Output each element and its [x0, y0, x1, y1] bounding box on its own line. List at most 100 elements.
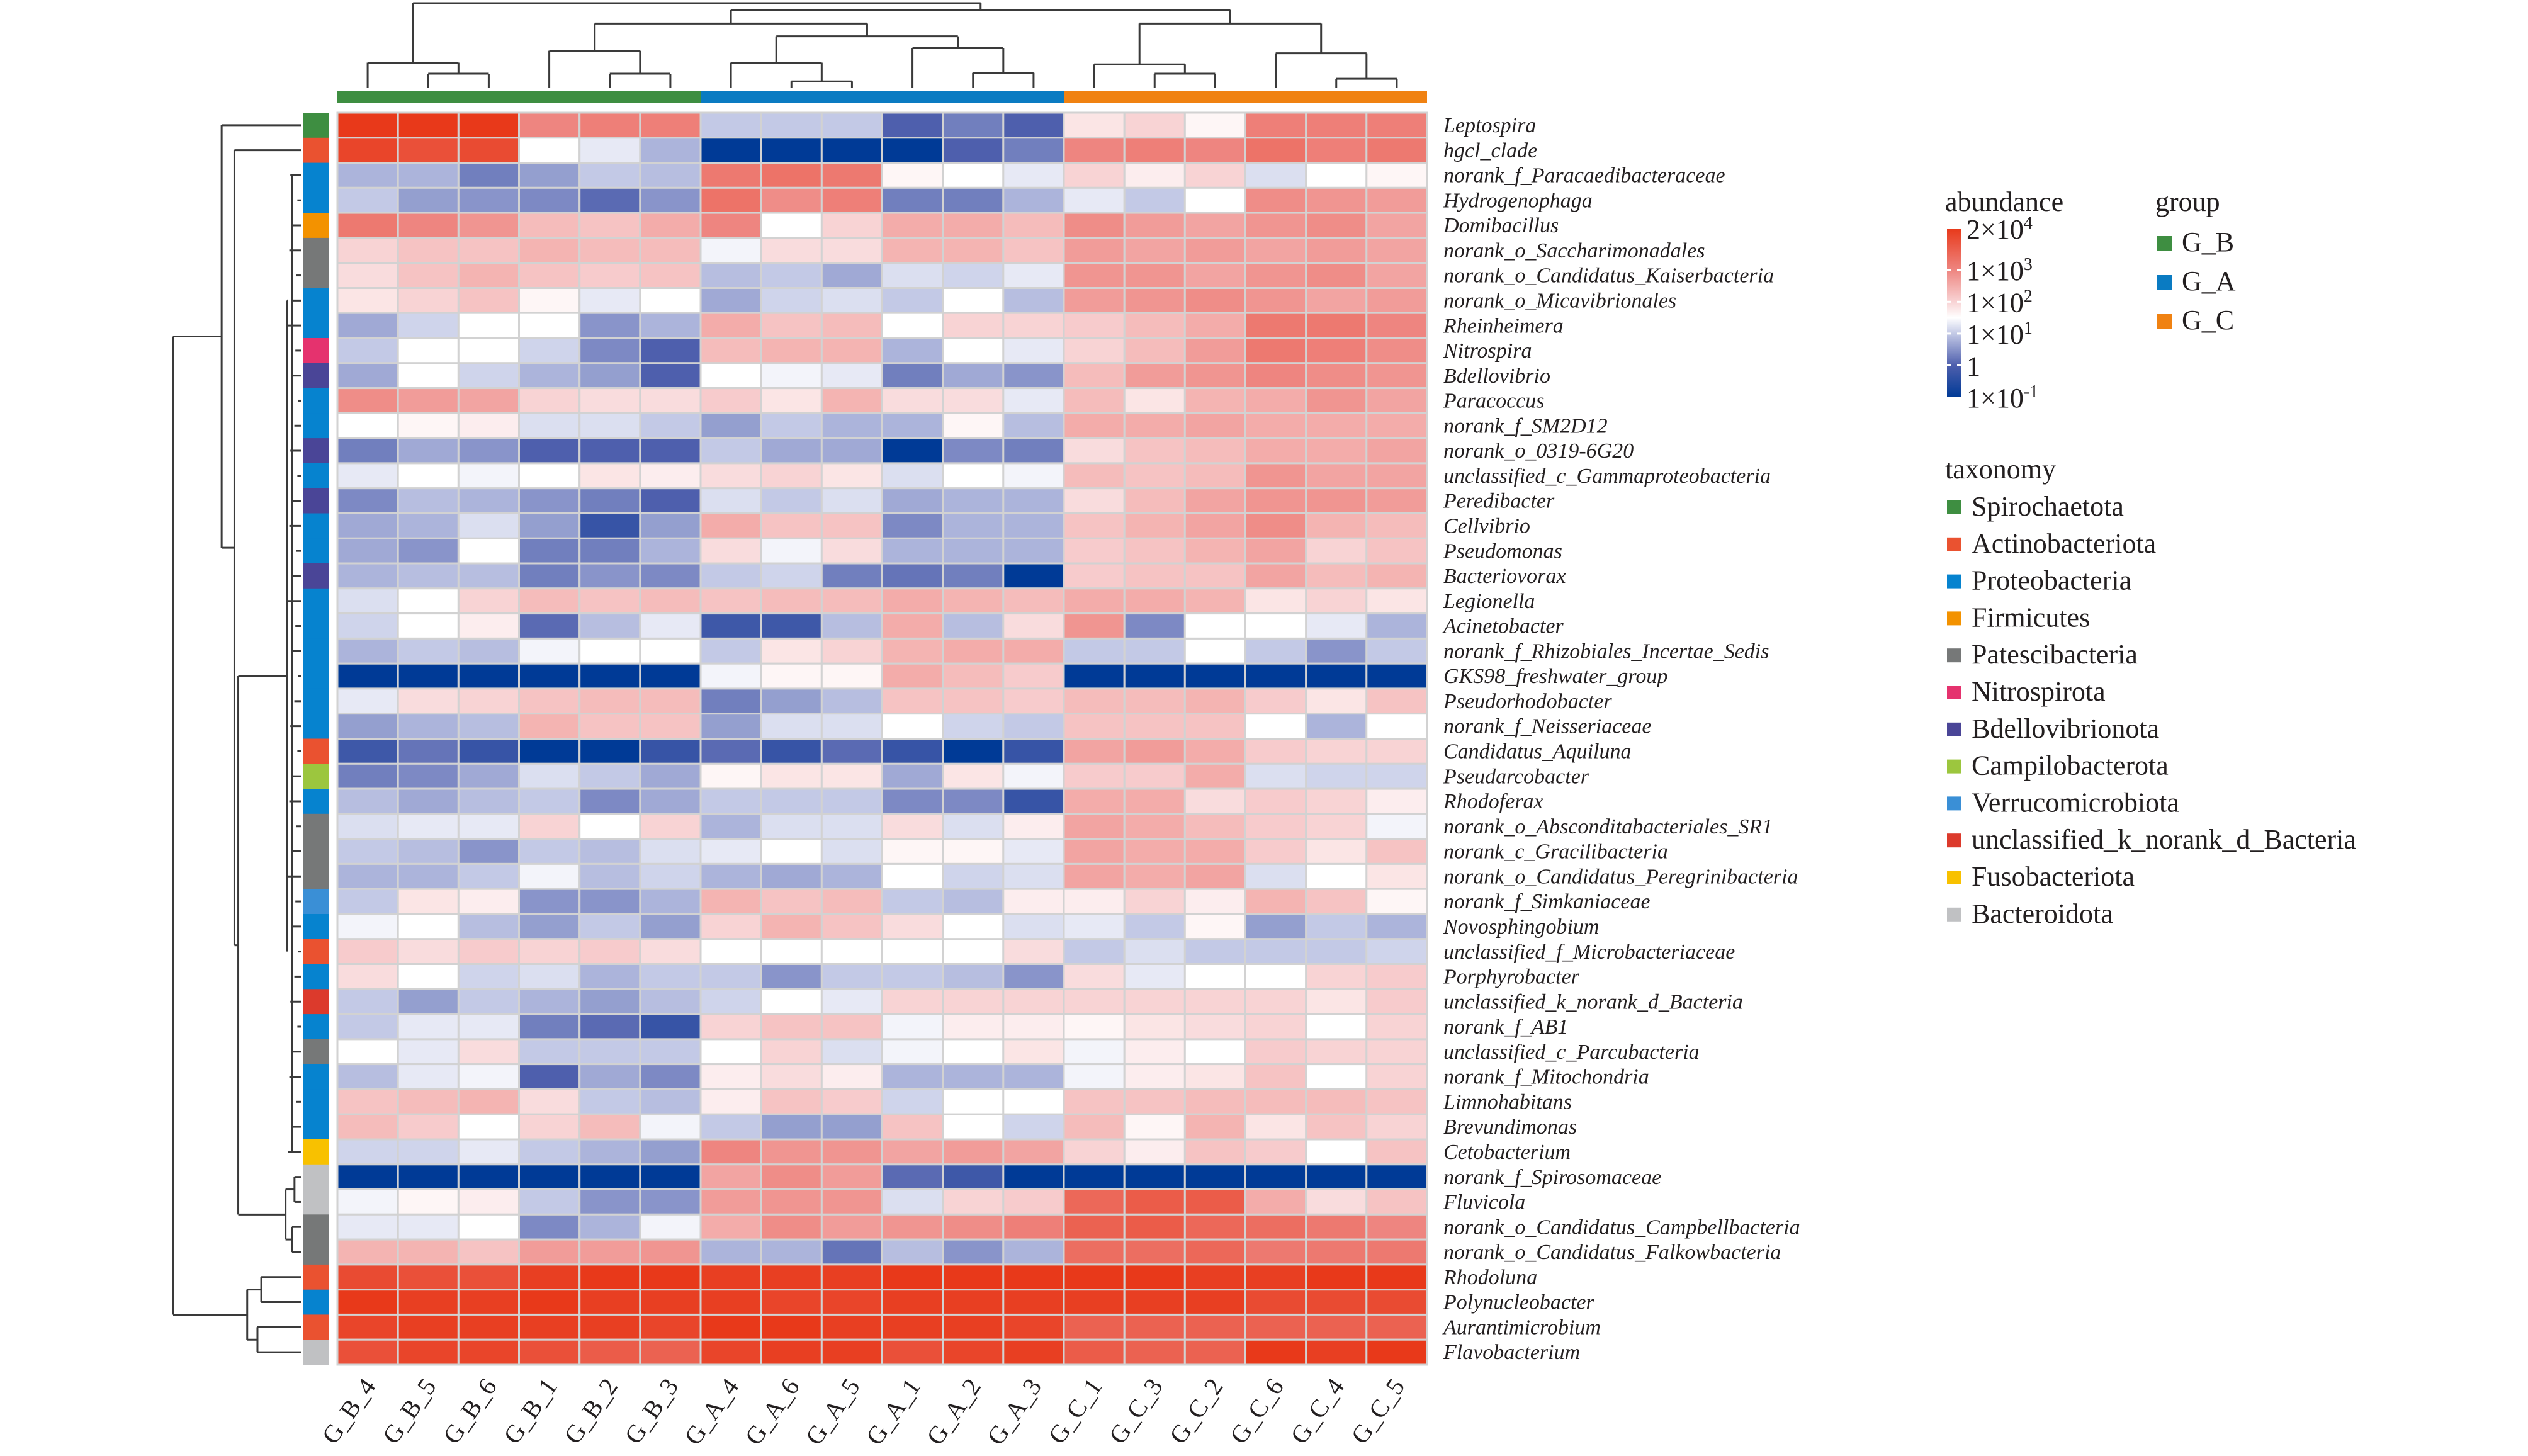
taxonomy-legend-title: taxonomy	[1945, 454, 2056, 485]
heatmap-cell	[336, 1013, 399, 1041]
heatmap-cell	[699, 587, 762, 615]
taxonomy-bar-cell	[303, 1064, 329, 1090]
heatmap-cell	[1183, 1038, 1247, 1066]
heatmap-cell	[1305, 412, 1368, 439]
heatmap-cell	[942, 262, 1005, 290]
heatmap-cell	[1063, 162, 1126, 189]
heatmap-cell	[397, 1238, 460, 1266]
heatmap-cell	[336, 1313, 399, 1341]
heatmap-cell	[1244, 1289, 1307, 1316]
heatmap-cell	[1002, 913, 1065, 940]
heatmap-cell	[639, 137, 702, 164]
heatmap-cell	[336, 287, 399, 314]
heatmap-cell	[457, 888, 520, 915]
heatmap-cell	[336, 1088, 399, 1115]
heatmap-cell	[820, 1113, 884, 1141]
heatmap-cell	[1305, 1163, 1368, 1191]
heatmap-cell	[699, 988, 762, 1015]
heatmap-cell	[1063, 437, 1126, 465]
heatmap-cell	[820, 1063, 884, 1090]
heatmap-cell	[1002, 612, 1065, 640]
heatmap-cell	[639, 1063, 702, 1090]
heatmap-cell	[1365, 1113, 1428, 1141]
heatmap-cell	[1002, 687, 1065, 715]
row-label: Hydrogenophaga	[1443, 189, 1593, 212]
heatmap-cell	[639, 1088, 702, 1115]
legend-swatch	[1947, 611, 1961, 626]
heatmap-cell	[1123, 437, 1186, 465]
colorbar-tick-label: 1×103	[1967, 255, 2033, 286]
taxonomy-bar-cell	[303, 388, 329, 414]
heatmap-cell	[760, 938, 823, 965]
heatmap-cell	[1365, 1038, 1428, 1066]
legend-label: Campilobacterota	[1972, 750, 2169, 781]
heatmap-cell	[699, 1188, 762, 1216]
heatmap-cell	[699, 762, 762, 790]
heatmap-cell	[639, 687, 702, 715]
column-label: G_A_2	[921, 1373, 986, 1450]
heatmap-cell	[820, 262, 884, 290]
heatmap-cell	[518, 537, 581, 565]
column-label: G_B_1	[498, 1373, 563, 1448]
heatmap-cell	[639, 813, 702, 840]
taxonomy-bar-cell	[303, 914, 329, 940]
heatmap-cell	[881, 787, 944, 815]
heatmap-cell	[578, 462, 641, 490]
row-label: norank_o_Saccharimonadales	[1443, 239, 1705, 262]
heatmap-cell	[820, 888, 884, 915]
heatmap-cell	[336, 462, 399, 490]
heatmap-cell	[397, 713, 460, 740]
heatmap-cell	[336, 1213, 399, 1241]
heatmap-cell	[518, 337, 581, 364]
column-label: G_C_1	[1042, 1373, 1107, 1448]
heatmap-cell	[760, 687, 823, 715]
heatmap-cell	[397, 963, 460, 990]
heatmap-cell	[1244, 587, 1307, 615]
heatmap-cell	[881, 337, 944, 364]
heatmap-cell	[518, 587, 581, 615]
heatmap-cell	[820, 362, 884, 390]
heatmap-cell	[457, 1289, 520, 1316]
heatmap-cell	[1063, 687, 1126, 715]
heatmap-cell	[336, 713, 399, 740]
heatmap-cell	[1123, 963, 1186, 990]
heatmap-cell	[1365, 713, 1428, 740]
heatmap-cell	[1244, 487, 1307, 515]
heatmap-cell	[942, 687, 1005, 715]
taxonomy-bar-cell	[303, 1314, 329, 1340]
heatmap-cell	[1365, 237, 1428, 264]
heatmap-cell	[457, 988, 520, 1015]
heatmap-cell	[457, 637, 520, 665]
heatmap-cell	[1063, 137, 1126, 164]
heatmap-cell	[1002, 1163, 1065, 1191]
heatmap-cell	[1183, 838, 1247, 865]
heatmap-cell	[1244, 1213, 1307, 1241]
heatmap-cell	[820, 1013, 884, 1041]
heatmap-cell	[1305, 312, 1368, 339]
legend-swatch	[1947, 907, 1961, 922]
heatmap-cell	[1183, 1238, 1247, 1266]
heatmap-cell	[1063, 1038, 1126, 1066]
heatmap-cell	[1244, 362, 1307, 390]
heatmap-cell	[760, 387, 823, 414]
heatmap-cell	[639, 637, 702, 665]
heatmap-cell	[881, 888, 944, 915]
heatmap-cell	[1123, 1263, 1186, 1291]
heatmap-cell	[1365, 387, 1428, 414]
heatmap-cell	[699, 637, 762, 665]
heatmap-cell	[699, 813, 762, 840]
heatmap-cell	[1183, 487, 1247, 515]
heatmap-cell	[1183, 1088, 1247, 1115]
heatmap-cell	[578, 1163, 641, 1191]
heatmap-cell	[1305, 963, 1368, 990]
heatmap-cell	[1244, 462, 1307, 490]
heatmap-cell	[942, 1263, 1005, 1291]
heatmap-cell	[699, 1113, 762, 1141]
heatmap-cell	[457, 1038, 520, 1066]
heatmap-cell	[942, 412, 1005, 439]
heatmap-cell	[336, 262, 399, 290]
heatmap-cell	[1244, 637, 1307, 665]
row-label: Paracoccus	[1443, 390, 1545, 413]
heatmap-cell	[578, 162, 641, 189]
taxonomy-bar-cell	[303, 1264, 329, 1290]
